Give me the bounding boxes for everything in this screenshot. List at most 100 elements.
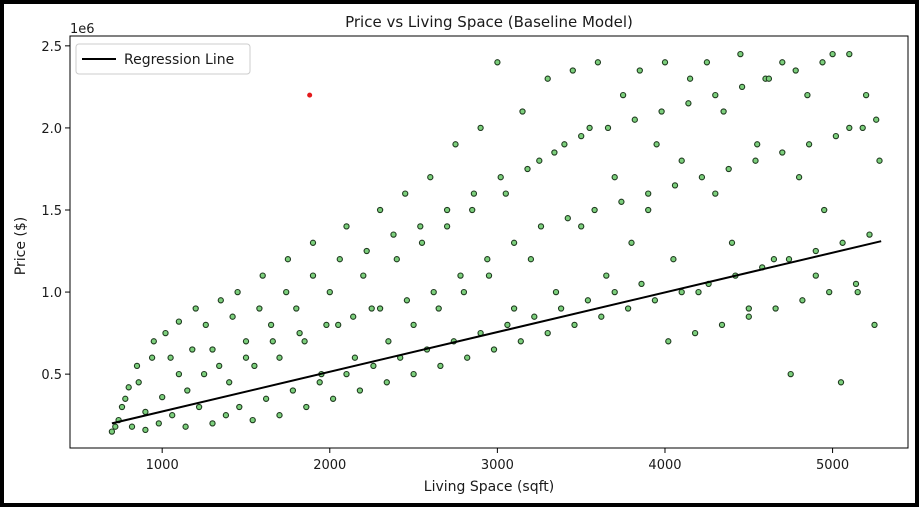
scatter-point: [293, 305, 300, 312]
scatter-point: [591, 206, 598, 214]
scatter-point: [229, 313, 236, 320]
scatter-point: [162, 329, 169, 337]
scatter-point: [128, 423, 136, 430]
scatter-point: [524, 165, 531, 173]
scatter-point: [653, 141, 660, 148]
scatter-point: [189, 346, 196, 353]
scatter-point: [284, 256, 292, 263]
scatter-point: [618, 198, 625, 205]
scatter-point: [393, 256, 400, 263]
regression-line-group: [111, 240, 882, 425]
scatter-point: [678, 288, 685, 296]
scatter-point: [276, 354, 283, 361]
scatter-point: [296, 329, 303, 337]
scatter-point: [169, 412, 176, 419]
scatter-point: [443, 223, 451, 230]
x-tick-label: 5000: [816, 458, 849, 473]
scatter-chart: Price vs Living Space (Baseline Model) P…: [13, 13, 909, 495]
scatter-point: [502, 190, 509, 197]
scatter-point: [571, 321, 578, 329]
scatter-point: [661, 59, 669, 66]
scatter-point: [854, 288, 861, 296]
scatter-point: [427, 174, 434, 181]
legend-label-regression: Regression Line: [124, 52, 234, 68]
scatter-point: [182, 423, 189, 430]
scatter-point: [410, 370, 417, 378]
scatter-point: [234, 288, 241, 296]
scatter-point: [812, 247, 819, 255]
scatter-point: [200, 370, 208, 378]
outlier-point: [307, 92, 313, 98]
scatter-point: [787, 370, 794, 378]
scatter-point: [795, 174, 803, 181]
outlier-group: [307, 92, 313, 98]
scatter-point: [670, 256, 677, 263]
scatter-point: [578, 223, 585, 230]
scatter-point: [469, 206, 476, 214]
scatter-point: [779, 149, 786, 156]
scatter-point: [826, 288, 833, 296]
scatter-point: [636, 67, 643, 74]
scatter-point: [435, 305, 442, 312]
scatter-point: [242, 338, 250, 345]
scatter-point: [510, 239, 518, 246]
scatter-point: [363, 247, 370, 255]
scatter-point: [584, 297, 592, 304]
scatter-point: [725, 165, 732, 173]
scatter-point: [578, 132, 585, 140]
scatter-point: [737, 50, 744, 58]
scatter-point: [628, 239, 635, 246]
scatter-point: [329, 395, 337, 402]
scatter-point: [536, 157, 543, 164]
scatter-point: [504, 321, 511, 329]
x-axis-label: Living Space (sqft): [424, 479, 554, 495]
regression-line: [111, 240, 882, 425]
scatter-point: [336, 256, 343, 263]
scatter-point: [829, 50, 836, 58]
scatter-point: [376, 206, 384, 214]
x-tick-label: 4000: [648, 458, 681, 473]
scatter-point: [256, 305, 263, 312]
scatter-point: [779, 59, 786, 66]
scatter-point: [376, 305, 384, 312]
scatter-point: [192, 305, 199, 312]
scatter-point: [611, 174, 618, 181]
scatter-point: [792, 67, 799, 74]
scatter-point: [862, 91, 870, 99]
scatter-point: [175, 370, 183, 378]
scatter-point: [645, 190, 652, 197]
scatter-point: [586, 124, 593, 132]
scatter-point: [859, 124, 866, 132]
y-tick-label: 0.5: [41, 368, 62, 383]
scatter-point: [832, 132, 840, 140]
scatter-point: [323, 321, 330, 329]
scatter-point: [537, 223, 545, 230]
scatter-point: [619, 91, 627, 99]
scatter-point: [236, 403, 243, 411]
scatter-point: [309, 272, 317, 279]
scatter-point: [551, 149, 558, 156]
scatter-point: [343, 223, 350, 230]
scatter-point: [770, 256, 778, 263]
scatter-point: [837, 379, 845, 386]
scatter-point: [631, 116, 638, 123]
scatter-point: [351, 354, 359, 361]
scatter-point: [510, 305, 518, 312]
chart-frame: Price vs Living Space (Baseline Model) P…: [4, 4, 915, 503]
scatter-point: [122, 395, 129, 402]
scatter-point: [217, 297, 224, 304]
y-axis-ticks: 0.5 1.0 1.5 2.0 2.5: [41, 40, 70, 383]
scatter-point: [876, 157, 883, 164]
scatter-point: [125, 384, 132, 391]
plot-area: [69, 35, 909, 449]
scatter-point: [356, 387, 364, 394]
scatter-point: [452, 141, 459, 148]
scatter-point: [464, 354, 471, 361]
scatter-point: [155, 420, 162, 427]
scatter-point: [417, 223, 424, 230]
scatter-point: [624, 305, 632, 312]
scatter-point: [430, 288, 437, 296]
scatter-point: [209, 346, 216, 353]
scatter-point: [443, 206, 451, 214]
scatter-point: [343, 370, 350, 378]
